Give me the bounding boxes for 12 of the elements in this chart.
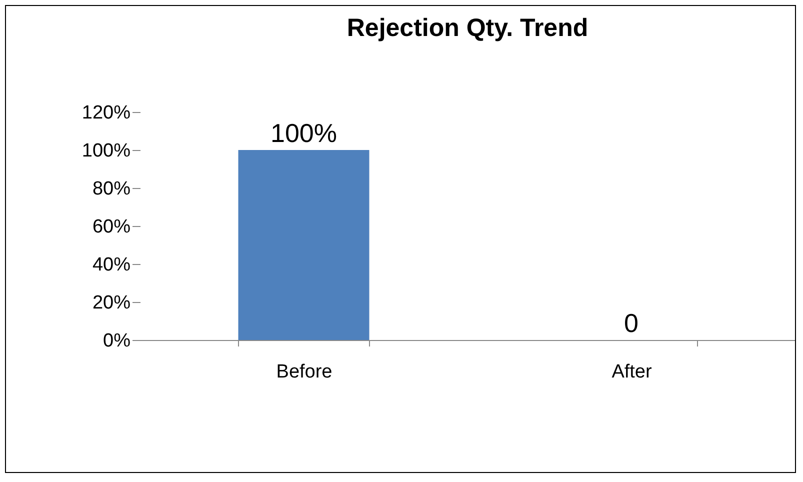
y-tick-label: 60% xyxy=(92,216,131,238)
data-label: 0 xyxy=(624,308,638,338)
y-tick-label: 20% xyxy=(92,292,131,314)
x-tick-label: Before xyxy=(276,362,332,382)
y-tick-label: 100% xyxy=(82,140,131,162)
chart-title: Rejection Qty. Trend xyxy=(346,14,588,42)
data-label: 100% xyxy=(270,118,337,148)
y-tick-label: 40% xyxy=(92,254,131,276)
x-tick-label: After xyxy=(612,362,652,382)
y-tick-label: 0% xyxy=(103,330,131,352)
y-tick-label: 120% xyxy=(82,102,131,124)
y-tick-label: 80% xyxy=(92,178,131,200)
